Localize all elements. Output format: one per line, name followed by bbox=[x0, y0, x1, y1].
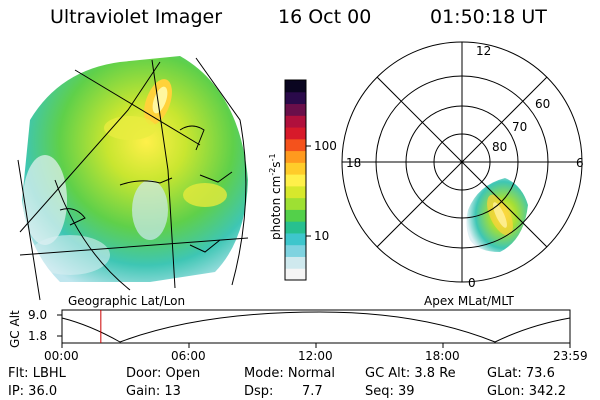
time-tick-0000: 00:00 bbox=[44, 349, 79, 363]
colorbar-segment bbox=[285, 244, 306, 257]
mlat-label-60: 60 bbox=[535, 97, 551, 111]
colorbar-units-label: photon cm-2s-1 bbox=[268, 153, 283, 240]
auroral-oval bbox=[466, 178, 528, 252]
date-label: 16 Oct 00 bbox=[278, 6, 372, 28]
altitude-plot bbox=[57, 309, 571, 348]
geographic-image bbox=[17, 56, 249, 301]
mlat-label-70: 70 bbox=[512, 120, 528, 134]
mlt-label-6: 6 bbox=[576, 156, 584, 170]
colorbar-segment bbox=[285, 185, 306, 199]
glon-info: GLon: 342.2 bbox=[487, 384, 567, 399]
colorbar-segment bbox=[285, 232, 306, 246]
altitude-ytick-1-8: 1.8 bbox=[28, 329, 48, 343]
colorbar-segment bbox=[285, 150, 306, 163]
colorbar-segment bbox=[285, 80, 306, 93]
mode-info: Mode: Normal bbox=[244, 366, 335, 381]
instrument-title: Ultraviolet Imager bbox=[50, 6, 223, 28]
polar-panel-label: Apex MLat/MLT bbox=[424, 294, 514, 308]
colorbar-segment bbox=[285, 174, 306, 187]
geo-panel-label: Geographic Lat/Lon bbox=[68, 294, 186, 308]
polar-plot bbox=[341, 41, 583, 283]
mlat-label-80: 80 bbox=[492, 140, 508, 154]
altitude-curve bbox=[61, 311, 571, 343]
time-tick-0600: 06:00 bbox=[171, 349, 206, 363]
mlt-label-18: 18 bbox=[346, 156, 362, 170]
time-tick-1200: 12:00 bbox=[298, 349, 333, 363]
colorbar-segment bbox=[285, 209, 306, 222]
colorbar-label-100: 100 bbox=[314, 139, 337, 153]
gain-info: Gain: 13 bbox=[126, 384, 181, 399]
colorbar-segment bbox=[285, 268, 306, 281]
colorbar-segment bbox=[285, 256, 306, 269]
colorbar bbox=[285, 80, 306, 281]
altitude-ytick-9: 9.0 bbox=[28, 308, 48, 322]
time-tick-1800: 18:00 bbox=[425, 349, 460, 363]
colorbar-segment bbox=[285, 91, 306, 105]
glat-info: GLat: 73.6 bbox=[487, 366, 555, 381]
colorbar-segment bbox=[285, 197, 306, 210]
altitude-frame bbox=[61, 309, 571, 344]
dsp-info-value: 7.7 bbox=[302, 384, 323, 399]
colorbar-frame bbox=[284, 79, 307, 281]
colorbar-segment bbox=[285, 221, 306, 234]
time-label: 01:50:18 UT bbox=[430, 6, 547, 28]
door-info: Door: Open bbox=[126, 366, 201, 381]
time-tick-2359: 23:59 bbox=[553, 349, 588, 363]
colorbar-segment bbox=[285, 127, 306, 140]
filter-info: Flt: LBHL bbox=[8, 366, 66, 381]
colorbar-label-10: 10 bbox=[314, 229, 330, 243]
gc-alt-info: GC Alt: 3.8 Re bbox=[365, 366, 456, 381]
dsp-info-label: Dsp: bbox=[244, 384, 274, 399]
colorbar-segment bbox=[285, 162, 306, 175]
seq-info: Seq: 39 bbox=[365, 384, 415, 399]
altitude-ylabel: GC Alt bbox=[8, 310, 22, 348]
colorbar-segment bbox=[285, 138, 306, 152]
mlt-label-0: 0 bbox=[468, 276, 476, 290]
ip-info: IP: 36.0 bbox=[8, 384, 58, 399]
colorbar-segment bbox=[285, 115, 306, 128]
mlt-label-12: 12 bbox=[476, 44, 492, 58]
colorbar-segment bbox=[285, 103, 306, 116]
